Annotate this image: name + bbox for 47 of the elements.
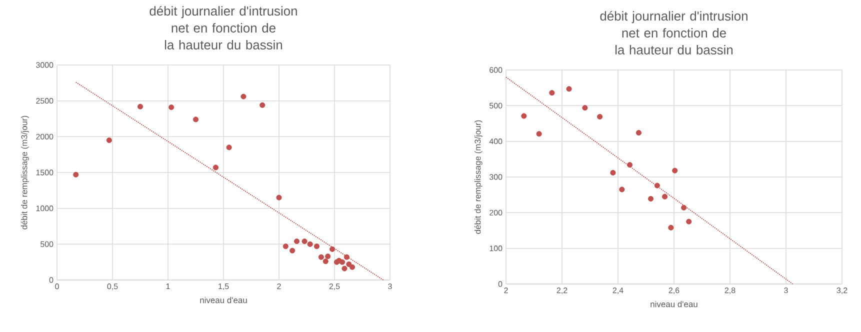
- point: [342, 266, 348, 272]
- point: [686, 218, 692, 224]
- point: [597, 114, 603, 120]
- point: [307, 241, 313, 247]
- point: [294, 238, 300, 244]
- point: [325, 254, 331, 260]
- point: [137, 104, 144, 110]
- point: [226, 144, 232, 150]
- point: [610, 170, 616, 176]
- point: [106, 137, 112, 144]
- point: [672, 168, 678, 174]
- point: [654, 182, 660, 188]
- point: [318, 254, 324, 260]
- point: [662, 194, 668, 200]
- point: [668, 224, 674, 230]
- point: [648, 196, 654, 202]
- y-axis-title: débit de remplissage (m3/jour): [20, 116, 29, 230]
- point: [566, 86, 572, 92]
- point: [536, 131, 542, 137]
- point: [322, 258, 328, 264]
- point: [290, 248, 296, 254]
- point: [521, 113, 527, 119]
- point: [339, 259, 346, 265]
- point: [260, 102, 266, 108]
- chart-title: débit journalier d'intrusion net en fonction de la hauteur du bassin: [150, 6, 297, 50]
- point: [276, 194, 282, 200]
- point: [582, 105, 588, 111]
- point: [168, 104, 174, 110]
- point: [349, 264, 356, 270]
- point: [626, 162, 633, 168]
- point: [73, 172, 79, 178]
- point: [192, 116, 199, 122]
- point: [344, 254, 350, 260]
- x-axis-title: niveau d'eau: [200, 296, 247, 304]
- point: [314, 244, 320, 250]
- point: [240, 94, 246, 100]
- point: [212, 164, 219, 170]
- y-axis-title: débit de remplissage (m3/jour): [474, 120, 482, 234]
- point: [619, 186, 625, 192]
- point: [636, 130, 642, 136]
- point: [302, 238, 308, 244]
- point: [282, 244, 288, 250]
- point: [329, 246, 336, 252]
- x-axis-title: niveau d'eau: [650, 300, 698, 308]
- chart-title: débit journalier d'intrusion net en fonction de la hauteur du bassin: [600, 10, 748, 54]
- point: [681, 204, 687, 210]
- point: [549, 90, 555, 96]
